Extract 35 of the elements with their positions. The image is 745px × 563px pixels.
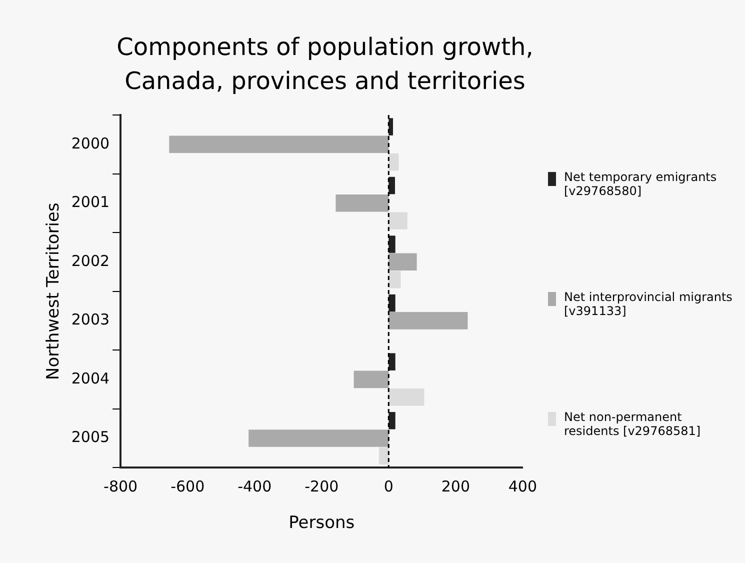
bar	[378, 447, 389, 464]
x-tick-label: -800	[104, 477, 138, 496]
chart-title: Components of population growth, Canada, provinces and territories	[116, 32, 534, 97]
bar	[354, 370, 389, 388]
bar	[388, 176, 396, 194]
x-tick-label: -400	[238, 477, 272, 496]
y-tick-label: 2004	[71, 369, 110, 388]
x-tick-label: 400	[508, 477, 538, 496]
bar	[248, 430, 389, 447]
x-tick-label: 200	[441, 477, 470, 496]
bar	[388, 294, 396, 312]
bar	[388, 270, 401, 288]
bar	[388, 212, 408, 230]
bar	[388, 353, 396, 370]
bar	[388, 412, 396, 430]
legend-label: Net non-permanent residents [v29768581]	[564, 410, 702, 438]
bar	[388, 253, 417, 271]
x-axis-title: Persons	[288, 513, 355, 534]
bar	[336, 194, 389, 212]
bar	[388, 236, 396, 253]
bar	[388, 312, 468, 330]
legend-label: Net interprovincial migrants [v391133]	[564, 290, 734, 318]
bar	[388, 388, 424, 406]
bar	[388, 153, 399, 171]
x-tick-label: -200	[304, 477, 339, 496]
legend-label: Net temporary emigrants [v29768580]	[564, 170, 718, 198]
bar	[169, 136, 389, 154]
y-tick-label: 2005	[71, 428, 110, 446]
x-tick-label: -600	[170, 477, 205, 496]
y-tick-label: 2001	[71, 193, 110, 212]
y-tick-label: 2003	[71, 310, 110, 329]
x-tick-label: 0	[384, 477, 394, 496]
y-axis-title: Northwest Territories	[44, 202, 64, 380]
y-tick-label: 2002	[71, 252, 110, 270]
y-tick-label: 2000	[71, 134, 110, 152]
